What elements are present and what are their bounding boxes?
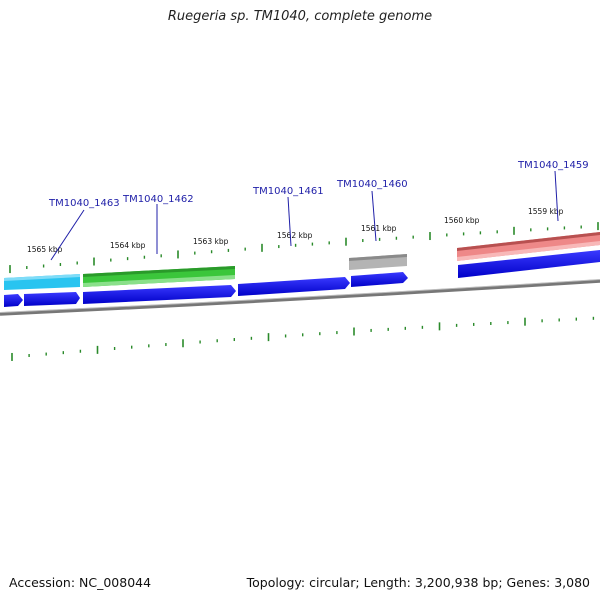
cds-arrow-1[interactable] — [4, 294, 23, 307]
cds-arrows — [4, 250, 600, 307]
gene-label-tm1040-1463[interactable]: TM1040_1463 — [48, 198, 120, 209]
cds-arrow-6[interactable] — [458, 250, 600, 278]
cds-arrow-3[interactable] — [83, 285, 236, 304]
genome-summary-text: Topology: circular; Length: 3,200,938 bp… — [246, 575, 590, 590]
gene-feature-tm1040-1460-shine — [349, 254, 407, 261]
cds-arrow-5[interactable] — [351, 272, 408, 287]
gene-feature-tm1040-1462-low — [83, 275, 235, 287]
leader-line-tm1040-1459 — [554, 170, 559, 222]
cds-arrow-2[interactable] — [24, 292, 80, 306]
gene-labels: TM1040_1463 TM1040_1462 TM1040_1461 TM10… — [48, 160, 589, 209]
genome-backbone — [0, 279, 600, 316]
kbp-labels: 1565 kbp 1564 kbp 1563 kbp 1562 kbp 1561… — [27, 207, 564, 254]
gene-feature-tm1040-1459-shine — [457, 232, 600, 251]
kbp-label: 1562 kbp — [277, 231, 313, 240]
genome-backbone-highlight — [0, 279, 600, 313]
map-title: Ruegeria sp. TM1040, complete genome — [167, 9, 433, 24]
gene-feature-tm1040-1463-shine — [4, 274, 80, 281]
gene-label-leaders — [50, 170, 559, 261]
kbp-label: 1559 kbp — [528, 207, 564, 216]
kbp-label: 1564 kbp — [110, 241, 146, 250]
kbp-label: 1561 kbp — [361, 224, 397, 233]
leader-line-tm1040-1463 — [50, 209, 85, 261]
gene-label-tm1040-1461[interactable]: TM1040_1461 — [252, 186, 324, 197]
cds-arrow-4[interactable] — [238, 277, 350, 296]
leader-line-tm1040-1460 — [371, 190, 377, 242]
gene-feature-tm1040-1459-low — [457, 241, 600, 261]
gene-label-tm1040-1459[interactable]: TM1040_1459 — [517, 160, 589, 171]
outer-tick-row — [9, 222, 599, 274]
kbp-label: 1560 kbp — [444, 216, 480, 225]
gene-label-tm1040-1462[interactable]: TM1040_1462 — [122, 194, 194, 205]
kbp-label: 1563 kbp — [193, 237, 229, 246]
gene-feature-tm1040-1462-shine — [83, 266, 235, 277]
leader-line-tm1040-1461 — [287, 196, 292, 247]
kbp-label: 1565 kbp — [27, 245, 63, 254]
gene-label-tm1040-1460[interactable]: TM1040_1460 — [336, 179, 408, 190]
inner-tick-row — [11, 316, 595, 361]
accession-text: Accession: NC_008044 — [9, 575, 152, 590]
